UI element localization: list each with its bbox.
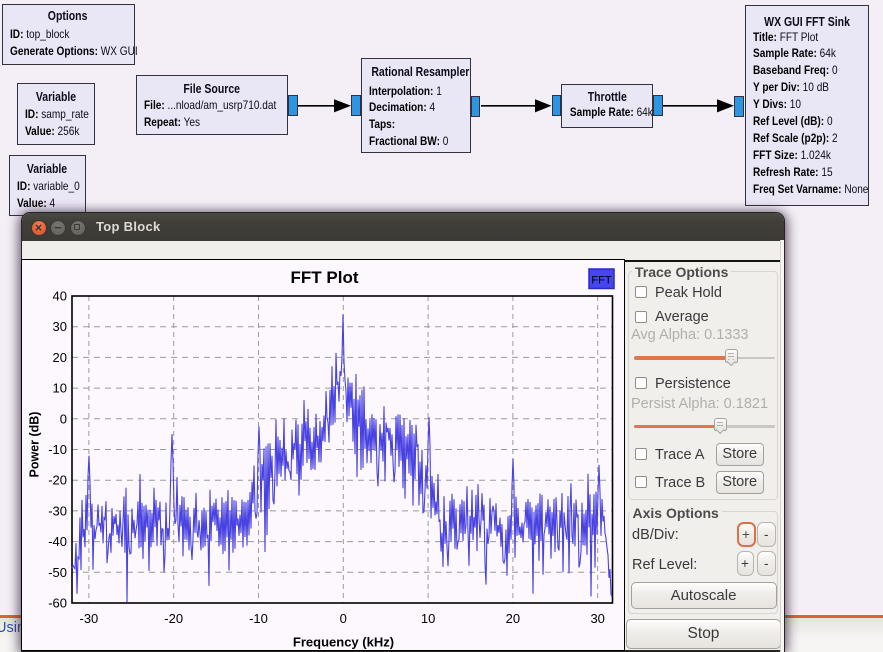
svg-text:-10: -10: [48, 442, 67, 457]
svg-text:30: 30: [52, 319, 66, 334]
svg-text:-40: -40: [48, 534, 67, 549]
svg-text:FFT Plot: FFT Plot: [290, 268, 358, 287]
svg-text:Power (dB): Power (dB): [27, 411, 41, 477]
svg-text:-20: -20: [48, 472, 67, 487]
svg-text:20: 20: [505, 611, 519, 626]
svg-text:30: 30: [590, 611, 604, 626]
svg-text:20: 20: [52, 349, 66, 364]
svg-text:-10: -10: [249, 611, 268, 626]
svg-text:FFT: FFT: [591, 274, 611, 286]
svg-text:-30: -30: [48, 503, 67, 518]
svg-text:Frequency (kHz): Frequency (kHz): [292, 634, 393, 649]
svg-text:40: 40: [52, 288, 66, 303]
svg-text:-60: -60: [48, 595, 67, 610]
svg-text:0: 0: [59, 411, 66, 426]
svg-text:-50: -50: [48, 564, 67, 579]
svg-text:10: 10: [420, 611, 434, 626]
svg-text:10: 10: [52, 380, 66, 395]
svg-text:-20: -20: [164, 611, 183, 626]
svg-text:0: 0: [339, 611, 346, 626]
svg-text:-30: -30: [79, 611, 98, 626]
